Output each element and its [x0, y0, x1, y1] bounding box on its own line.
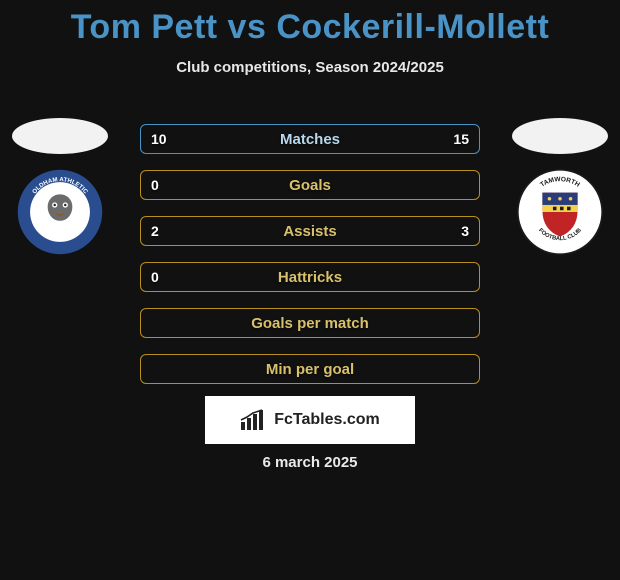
oldham-badge-icon: OLDHAM ATHLETIC AFC [16, 168, 104, 256]
stat-left-value: 0 [151, 269, 159, 285]
page-title: Tom Pett vs Cockerill-Mollett [0, 0, 620, 47]
stat-label: Assists [283, 223, 336, 240]
stat-row: Hattricks 0 [140, 262, 480, 292]
player-face-placeholder [12, 118, 108, 154]
stat-left-value: 10 [151, 131, 167, 147]
stat-label: Matches [280, 131, 340, 148]
player-face-placeholder [512, 118, 608, 154]
stat-label: Goals per match [251, 315, 369, 332]
stat-rows: Matches1015Goals0Assists23Hattricks0Goal… [140, 124, 480, 384]
tamworth-badge-icon: TAMWORTH FOOTBALL CLUB [516, 168, 604, 256]
date: 6 march 2025 [0, 454, 620, 471]
stat-right-value: 15 [453, 131, 469, 147]
stat-row: Matches 10 15 [140, 124, 480, 154]
player-left: OLDHAM ATHLETIC AFC [12, 118, 108, 256]
stat-row: Assists 2 3 [140, 216, 480, 246]
stat-left-value: 0 [151, 177, 159, 193]
stat-label: Min per goal [266, 361, 354, 378]
player-right: TAMWORTH FOOTBALL CLUB [512, 118, 608, 256]
stat-row: Goals per match [140, 308, 480, 338]
club-badge-right: TAMWORTH FOOTBALL CLUB [516, 168, 604, 256]
chart-icon [240, 409, 268, 431]
watermark-text: FcTables.com [274, 411, 380, 429]
stat-row: Goals 0 [140, 170, 480, 200]
stat-label: Goals [289, 177, 331, 194]
stat-label: Hattricks [278, 269, 342, 286]
comparison-card: Tom Pett vs Cockerill-Mollett Club compe… [0, 0, 620, 580]
stat-right-value: 3 [461, 223, 469, 239]
svg-text:AFC: AFC [53, 233, 67, 241]
stat-row: Min per goal [140, 354, 480, 384]
club-badge-left: OLDHAM ATHLETIC AFC [16, 168, 104, 256]
watermark: FcTables.com [205, 396, 415, 444]
subtitle: Club competitions, Season 2024/2025 [0, 59, 620, 76]
stat-left-value: 2 [151, 223, 159, 239]
